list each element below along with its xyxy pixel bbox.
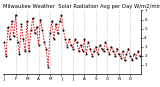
Text: Milwaukee Weather  Solar Radiation Avg per Day W/m2/minute  2007: Milwaukee Weather Solar Radiation Avg pe… [3, 4, 160, 9]
